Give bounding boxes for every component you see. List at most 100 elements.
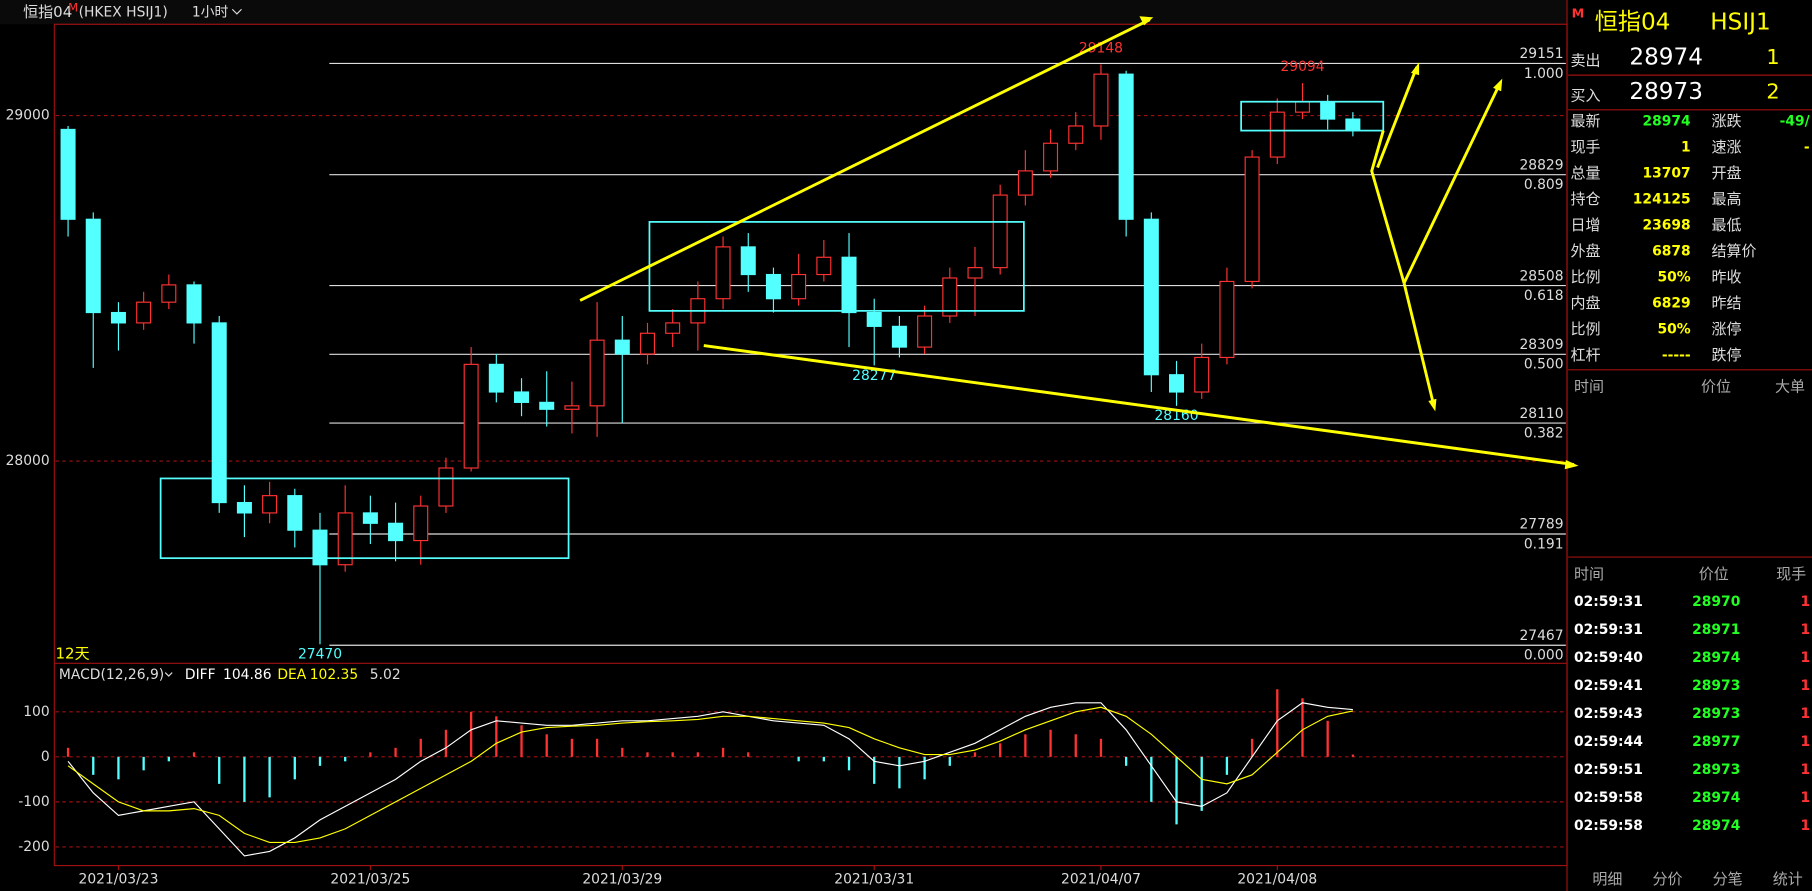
column-header: 现手 — [1776, 565, 1806, 583]
candle-body — [539, 401, 555, 410]
y-tick-label: -200 — [18, 839, 49, 855]
trade-time: 02:59:40 — [1574, 650, 1643, 666]
trade-time: 02:59:31 — [1574, 622, 1643, 638]
candle-body — [161, 284, 177, 303]
fib-price: 28309 — [1519, 337, 1563, 353]
drawings — [159, 16, 1579, 560]
stat-value: 124125 — [1633, 191, 1691, 207]
column-header: 时间 — [1574, 378, 1604, 396]
x-tick-label: 2021/03/31 — [834, 871, 914, 887]
candle-body — [1043, 142, 1059, 172]
stat-value: 1 — [1681, 139, 1691, 155]
trade-price: 28974 — [1692, 818, 1740, 834]
book-size: 2 — [1766, 79, 1779, 103]
book-price: 28973 — [1629, 79, 1703, 105]
price-annotation: 29148 — [1079, 40, 1123, 56]
trade-price: 28974 — [1692, 650, 1740, 666]
candle-body — [1169, 374, 1185, 393]
arrow-head — [1564, 459, 1579, 470]
fib-ratio: 0.500 — [1524, 357, 1564, 373]
dropdown-icon — [231, 8, 242, 15]
trade-price: 28973 — [1692, 762, 1740, 778]
fib-price: 28110 — [1519, 406, 1563, 422]
trade-time: 02:59:58 — [1574, 818, 1643, 834]
book-price: 28974 — [1629, 44, 1703, 70]
trade-price: 28970 — [1692, 594, 1740, 610]
x-tick-label: 2021/03/25 — [330, 871, 410, 887]
stat-label: 速涨 — [1711, 138, 1741, 156]
stat-value: 6878 — [1652, 243, 1691, 259]
candle-body — [287, 495, 303, 531]
y-tick-label: -100 — [18, 794, 49, 810]
trade-price: 28973 — [1692, 678, 1740, 694]
candle-body — [1219, 280, 1235, 359]
stat-value: 50% — [1657, 321, 1690, 337]
stat-label: 涨停 — [1711, 320, 1741, 338]
stat-label: 最新 — [1570, 112, 1600, 130]
stat-label: 持仓 — [1570, 190, 1600, 208]
stat-value: 50% — [1657, 269, 1690, 285]
trade-size: 1 — [1800, 706, 1810, 722]
trade-time: 02:59:58 — [1574, 790, 1643, 806]
header-period[interactable]: 1小时 — [192, 5, 229, 21]
dropdown-icon — [164, 672, 173, 677]
candle-body — [262, 495, 278, 514]
candle-body — [564, 405, 580, 410]
candle-body — [589, 339, 605, 407]
tab[interactable]: 统计 — [1773, 870, 1803, 888]
trade-time: 02:59:43 — [1574, 706, 1643, 722]
fib-ratio: 0.618 — [1524, 288, 1564, 304]
candle-body — [715, 246, 731, 300]
column-header: 价位 — [1701, 378, 1731, 396]
trend-line — [579, 18, 1151, 302]
stat-value: -49/ — [1780, 113, 1811, 129]
candle-body — [1320, 101, 1336, 120]
trade-size: 1 — [1800, 818, 1810, 834]
candle-body — [765, 273, 781, 300]
trade-size: 1 — [1800, 762, 1810, 778]
stat-label: 杠杆 — [1570, 346, 1600, 364]
fib-ratio: 1.000 — [1524, 66, 1564, 82]
stat-value: 13707 — [1642, 165, 1690, 181]
stat-value: 23698 — [1642, 217, 1690, 233]
x-tick-label: 2021/04/08 — [1237, 871, 1317, 887]
legend-name: DIFF — [185, 667, 216, 683]
fib-ratio: 0.809 — [1524, 177, 1564, 193]
candle-body — [967, 267, 983, 279]
book-size: 1 — [1766, 45, 1779, 69]
quote-name: 恒指04 — [1595, 10, 1671, 36]
candle-body — [917, 315, 933, 348]
candle-body — [413, 505, 429, 542]
stat-label: 比例 — [1570, 268, 1600, 286]
candle-body — [1345, 118, 1361, 131]
candle-body — [942, 277, 958, 317]
candle-body — [362, 512, 378, 524]
header-symbol: (HKEX HSIJ1) — [79, 5, 168, 21]
header-title: 恒指04 — [23, 3, 72, 21]
tab[interactable]: 明细 — [1592, 870, 1622, 888]
y-tick-label: 100 — [23, 704, 49, 720]
candle-body — [236, 501, 252, 514]
candle-body — [614, 339, 630, 355]
trade-size: 1 — [1800, 734, 1810, 750]
arrow — [1402, 282, 1436, 408]
candle-body — [639, 332, 656, 355]
tab[interactable]: 分价 — [1653, 870, 1683, 888]
x-tick-label: 2021/03/29 — [582, 871, 662, 887]
trade-size: 1 — [1800, 650, 1810, 666]
column-header: 价位 — [1699, 565, 1729, 583]
candle-body — [186, 284, 202, 324]
book-label: 买入 — [1570, 86, 1600, 104]
stat-value: 28974 — [1642, 113, 1690, 129]
candle-body — [665, 322, 681, 334]
stat-label: 比例 — [1570, 320, 1600, 338]
candle-body — [1118, 73, 1134, 220]
tab[interactable]: 分笔 — [1713, 870, 1743, 888]
arrow — [1376, 66, 1419, 169]
arrow-head — [1428, 398, 1437, 412]
trade-price: 28977 — [1692, 734, 1740, 750]
fib-ratio: 0.382 — [1524, 425, 1564, 441]
trade-size: 1 — [1800, 594, 1810, 610]
trade-time: 02:59:44 — [1574, 734, 1643, 750]
fib-ratio: 0.000 — [1524, 648, 1564, 664]
